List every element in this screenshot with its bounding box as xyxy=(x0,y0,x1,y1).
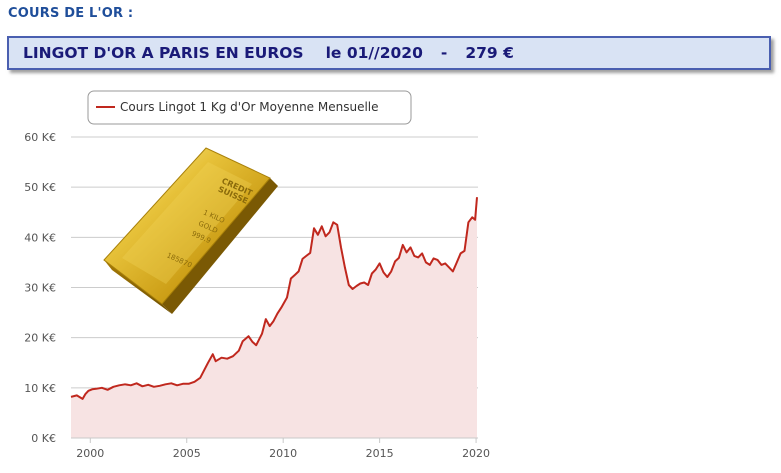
x-tick-label: 2015 xyxy=(366,447,394,460)
banner-date: le 01//2020 xyxy=(325,44,423,62)
banner-price: 279 € xyxy=(465,44,514,62)
legend-label: Cours Lingot 1 Kg d'Or Moyenne Mensuelle xyxy=(120,100,379,114)
x-tick-label: 2010 xyxy=(269,447,297,460)
y-tick-label: 10 K€ xyxy=(24,382,56,395)
y-tick-label: 20 K€ xyxy=(24,332,56,345)
y-tick-label: 50 K€ xyxy=(24,181,56,194)
price-banner: LINGOT D'OR A PARIS EN EUROS le 01//2020-… xyxy=(7,36,771,70)
legend-box xyxy=(87,90,412,125)
gold-price-chart: 0 K€10 K€20 K€30 K€40 K€50 K€60 K€ 2000 2… xyxy=(24,90,490,460)
gold-bar-right-side xyxy=(162,178,278,314)
series-line-layer xyxy=(70,197,478,400)
section-title: COURS DE L'OR : xyxy=(8,6,134,21)
banner-separator: - xyxy=(440,44,448,62)
series-line[interactable] xyxy=(70,197,478,400)
y-tick-label: 60 K€ xyxy=(24,131,56,144)
series-area xyxy=(71,197,477,438)
y-axis-ticks: 0 K€ 10 K€ 20 K€ 30 K€ 40 K€ 50 K€ 60 K€ xyxy=(24,131,56,445)
x-tick-label: 2020 xyxy=(462,447,490,460)
gold-bar-stamp-area xyxy=(122,162,252,284)
y-tick-label: 40 K€ xyxy=(24,231,56,244)
gold-bar-top xyxy=(103,147,271,305)
x-tick-label: 2005 xyxy=(173,447,201,460)
x-axis-ticks: 2000 2005 2010 2015 2020 xyxy=(71,437,490,460)
y-tick-label: 30 K€ xyxy=(24,282,56,295)
y-tick-label: 0 K€ xyxy=(31,432,56,445)
gold-bar-icon: CREDIT SUISSE 1 KILO GOLD 999.9 185870 xyxy=(103,147,278,314)
area-fill-layer xyxy=(71,197,477,438)
banner-title: LINGOT D'OR A PARIS EN EUROS xyxy=(23,44,304,62)
x-tick-label: 2000 xyxy=(76,447,104,460)
chart-legend[interactable]: Cours Lingot 1 Kg d'Or Moyenne Mensuelle xyxy=(87,90,412,125)
